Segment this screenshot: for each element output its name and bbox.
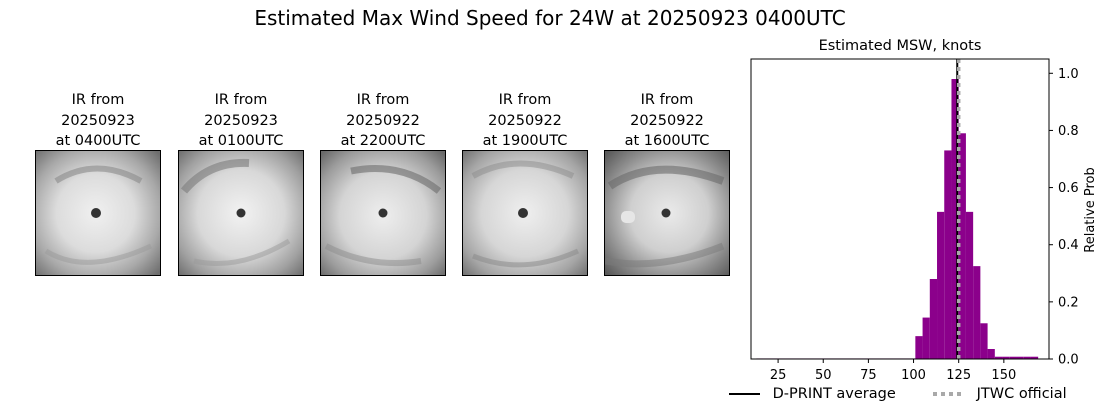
ir-caption-line: 20250923 xyxy=(204,112,278,129)
chart-title: Estimated MSW, knots xyxy=(819,38,982,54)
x-tick-label: 125 xyxy=(946,368,971,383)
legend-label: D-PRINT average xyxy=(772,386,896,402)
ir-caption-line: IR from xyxy=(640,92,694,108)
ir-caption-line: at 1900UTC xyxy=(482,133,568,149)
x-tick-label: 100 xyxy=(901,368,926,383)
y-tick-label: 0.0 xyxy=(1058,353,1079,368)
ir-caption-line: IR from xyxy=(356,92,410,108)
figure-title: Estimated Max Wind Speed for 24W at 2025… xyxy=(254,6,846,30)
ir-panel: IR from 20250922 at 1600UTC xyxy=(604,90,730,276)
ir-panel: IR from 20250922 at 1900UTC xyxy=(462,90,588,276)
x-tick-label: 75 xyxy=(860,368,877,383)
ir-caption-line: IR from xyxy=(71,92,125,108)
typhoon-ir-image xyxy=(35,150,161,276)
ir-caption: IR from 20250923 at 0100UTC xyxy=(158,90,324,150)
ir-caption-line: at 1600UTC xyxy=(624,133,710,149)
histogram-bar xyxy=(922,317,930,359)
histogram-bar xyxy=(980,323,988,359)
y-tick-label: 0.4 xyxy=(1058,238,1079,253)
histogram-bar xyxy=(937,211,945,359)
legend-line-dashed xyxy=(933,392,964,396)
ir-caption-line: at 0400UTC xyxy=(55,133,141,149)
histogram-bar xyxy=(987,349,995,359)
ir-caption-line: 20250922 xyxy=(630,112,704,129)
histogram-bar xyxy=(1009,356,1017,359)
ir-caption: IR from 20250922 at 1600UTC xyxy=(584,90,750,150)
histogram-bar xyxy=(1002,356,1010,359)
ir-caption-line: at 2200UTC xyxy=(340,133,426,149)
legend: D-PRINT average xyxy=(728,386,896,402)
typhoon-ir-image xyxy=(462,150,588,276)
y-tick-label: 0.8 xyxy=(1058,124,1079,139)
histogram-bar xyxy=(965,211,974,359)
histogram-bar xyxy=(958,133,966,359)
histogram-bar xyxy=(1016,356,1024,359)
ir-panel: IR from 20250922 at 2200UTC xyxy=(320,90,446,276)
ir-caption-line: 20250923 xyxy=(61,112,135,129)
y-tick-label: 1.0 xyxy=(1058,67,1079,82)
y-tick-label: 0.6 xyxy=(1058,181,1079,196)
legend: JTWC official xyxy=(932,386,1067,402)
legend-label: JTWC official xyxy=(976,386,1067,402)
x-tick-label: 50 xyxy=(815,368,832,383)
ir-caption-line: 20250922 xyxy=(488,112,562,129)
histogram-bar xyxy=(944,150,952,359)
histogram-bar xyxy=(915,336,923,359)
x-tick-label: 25 xyxy=(770,368,787,383)
ir-caption-line: 20250922 xyxy=(346,112,420,129)
ir-caption-line: IR from xyxy=(214,92,268,108)
y-tick-label: 0.2 xyxy=(1058,295,1079,310)
legend-line-solid xyxy=(729,393,760,395)
ir-caption: IR from 20250922 at 2200UTC xyxy=(300,90,466,150)
histogram-bar xyxy=(973,266,981,359)
ir-caption-line: IR from xyxy=(498,92,552,108)
x-tick-label: 150 xyxy=(991,368,1016,383)
histogram-bar xyxy=(929,279,938,359)
ir-caption: IR from 20250922 at 1900UTC xyxy=(442,90,608,150)
histogram-bar xyxy=(1030,356,1039,359)
ir-panel: IR from 20250923 at 0400UTC xyxy=(35,90,161,276)
typhoon-ir-image xyxy=(178,150,304,276)
typhoon-ir-image xyxy=(604,150,730,276)
ir-caption: IR from 20250923 at 0400UTC xyxy=(15,90,181,150)
ir-caption-line: at 0100UTC xyxy=(198,133,284,149)
histogram-bar xyxy=(994,356,1003,359)
typhoon-ir-image xyxy=(320,150,446,276)
histogram-bar xyxy=(951,79,959,359)
y-axis-label: Relative Prob xyxy=(1083,167,1098,252)
histogram-bar xyxy=(1023,356,1031,359)
ir-panel: IR from 20250923 at 0100UTC xyxy=(178,90,304,276)
plot-frame xyxy=(750,58,1050,360)
